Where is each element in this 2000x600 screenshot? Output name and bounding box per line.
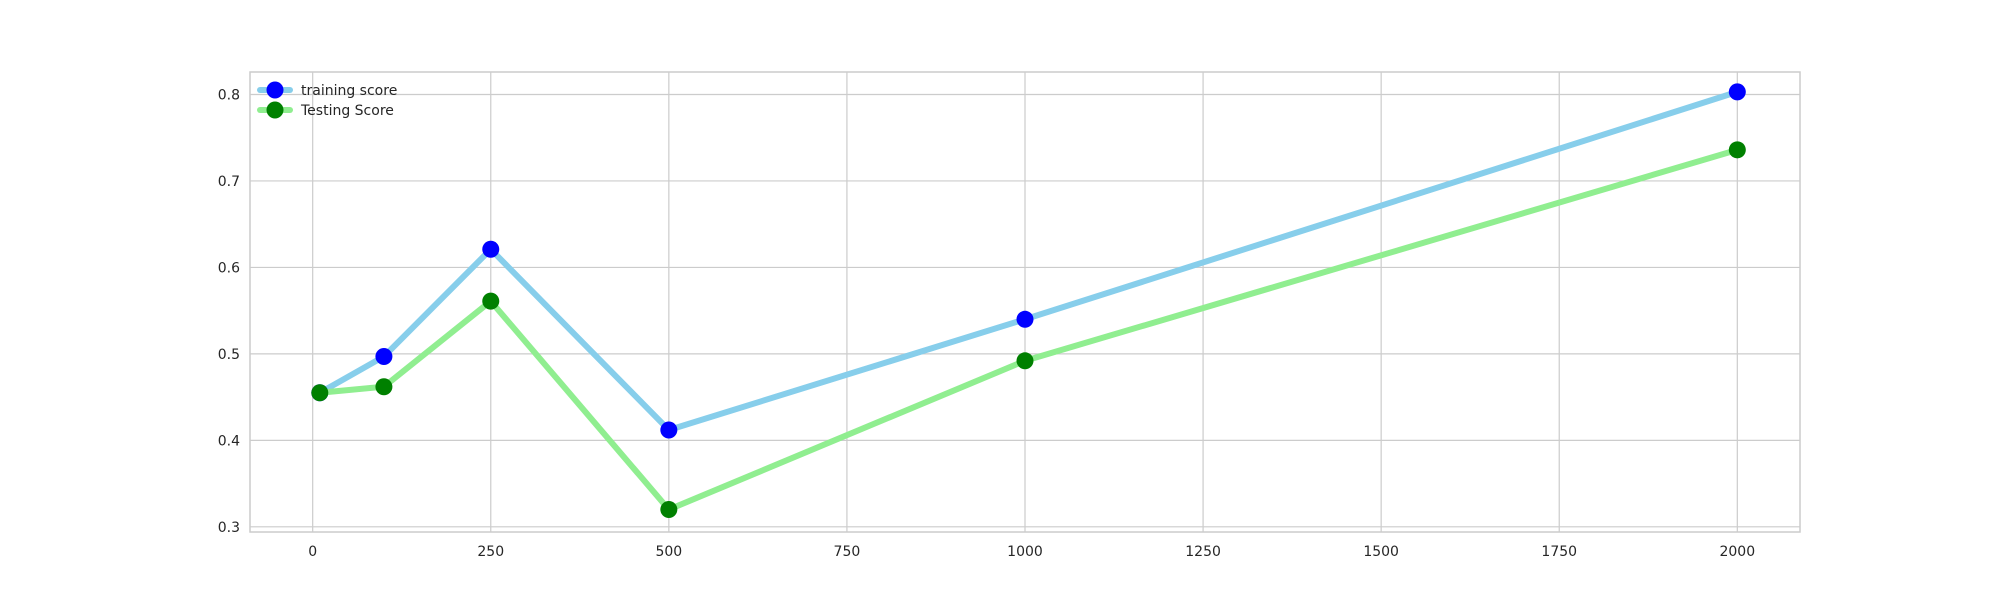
x-tick-label: 250 (477, 544, 504, 560)
y-tick-label: 0.6 (218, 260, 240, 276)
y-tick-label: 0.7 (218, 174, 240, 190)
plot-frame (249, 71, 1801, 533)
data-point (482, 292, 500, 310)
series-line (316, 88, 1741, 433)
y-tick-label: 0.3 (218, 520, 240, 536)
x-tick-label: 1250 (1185, 544, 1221, 560)
data-point (1728, 83, 1746, 101)
series-line (316, 146, 1741, 513)
x-axis-ticks: 0 250 500 750 1000 1250 1500 1750 2000 (308, 544, 1755, 560)
legend-item: Testing Score (257, 101, 394, 119)
y-axis-ticks: 0.3 0.4 0.5 0.6 0.7 0.8 (218, 87, 240, 535)
data-point (375, 378, 393, 396)
data-point (1016, 310, 1034, 328)
y-tick-label: 0.5 (218, 347, 240, 363)
y-tick-label: 0.8 (218, 87, 240, 103)
data-point (311, 384, 329, 402)
x-tick-label: 2000 (1719, 544, 1755, 560)
x-tick-label: 500 (655, 544, 682, 560)
series-testing-score (311, 141, 1746, 519)
data-point (1728, 141, 1746, 159)
x-tick-label: 1500 (1363, 544, 1399, 560)
legend: training score Testing Score (257, 81, 397, 119)
data-point (660, 421, 678, 439)
x-tick-label: 1750 (1541, 544, 1577, 560)
data-point (375, 347, 393, 365)
series (311, 83, 1746, 519)
x-tick-label: 750 (834, 544, 861, 560)
y-tick-label: 0.4 (218, 433, 240, 449)
legend-label: training score (301, 83, 397, 99)
legend-marker (266, 101, 284, 119)
data-point (482, 240, 500, 258)
legend-label: Testing Score (300, 103, 394, 119)
data-point (660, 501, 678, 519)
x-tick-label: 1000 (1007, 544, 1043, 560)
data-point (1016, 352, 1034, 370)
x-tick-label: 0 (308, 544, 317, 560)
legend-marker (266, 81, 284, 99)
legend-item: training score (257, 81, 397, 99)
